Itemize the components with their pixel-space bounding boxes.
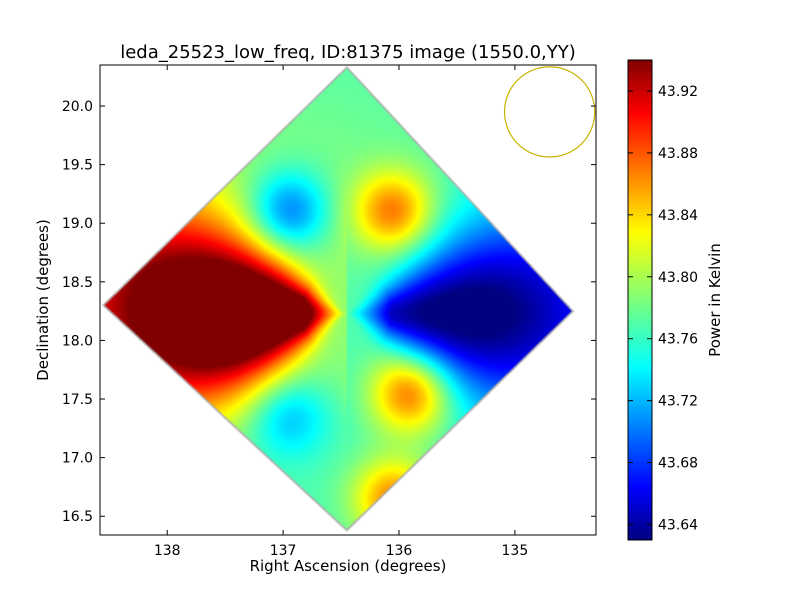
colorbar	[627, 59, 653, 541]
colorbar-tick-label: 43.84	[658, 208, 698, 224]
colorbar-tick-label: 43.92	[658, 84, 698, 100]
colorbar-ticks: 43.64 43.68 43.72 43.76 43.80 43.84 43.88 43.92	[628, 84, 698, 534]
y-tick-label: 19.0	[62, 216, 93, 232]
y-axis: 16.5 17.0 17.5 18.0 18.5 19.0 19.5 20.0	[62, 99, 596, 525]
heatmap-image	[100, 65, 596, 535]
y-tick-label: 18.5	[62, 275, 93, 291]
colorbar-label: Power in Kelvin	[706, 243, 724, 357]
colorbar-tick-label: 43.68	[658, 456, 698, 472]
x-axis: 138 137 136 135	[154, 65, 528, 559]
colorbar-tick-label: 43.64	[658, 518, 698, 534]
colorbar-tick-label: 43.76	[658, 332, 698, 348]
y-tick-label: 17.5	[62, 392, 93, 408]
y-tick-label: 17.0	[62, 451, 93, 467]
y-tick-label: 20.0	[62, 99, 93, 115]
x-axis-label: Right Ascension (degrees)	[250, 557, 447, 575]
x-tick-label: 135	[502, 543, 529, 559]
beam-marker	[503, 66, 596, 158]
x-tick-label: 138	[154, 543, 181, 559]
colorbar-tick-label: 43.80	[658, 270, 698, 286]
heatmap-raster	[100, 65, 596, 535]
chart-title: leda_25523_low_freq, ID:81375 image (155…	[120, 42, 576, 63]
y-tick-label: 16.5	[62, 509, 93, 525]
plot-frame	[99, 64, 597, 536]
x-tick-label: 136	[386, 543, 413, 559]
colorbar-tick-label: 43.88	[658, 146, 698, 162]
y-tick-label: 19.5	[62, 158, 93, 174]
y-axis-label: Declination (degrees)	[34, 219, 52, 381]
colorbar-tick-label: 43.72	[658, 394, 698, 410]
y-tick-label: 18.0	[62, 333, 93, 349]
x-tick-label: 137	[270, 543, 297, 559]
